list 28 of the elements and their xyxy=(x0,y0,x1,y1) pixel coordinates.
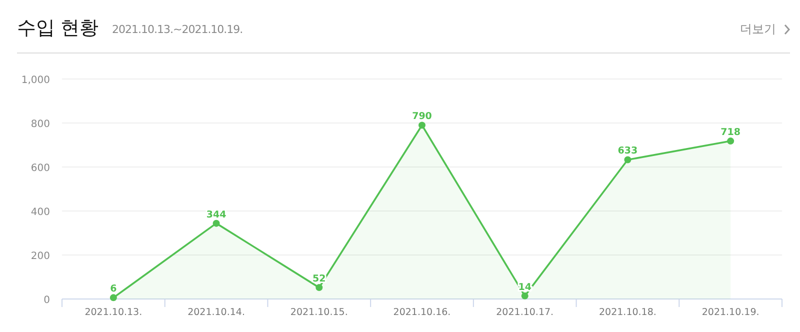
chart-title: 수입 현황 xyxy=(17,18,98,39)
y-tick-label: 400 xyxy=(30,207,50,218)
point xyxy=(521,292,528,300)
point xyxy=(212,220,220,227)
point xyxy=(316,284,323,292)
x-tick-label: 2021.10.15. xyxy=(290,307,348,318)
point xyxy=(624,156,632,164)
point xyxy=(110,294,117,302)
x-tick-label: 2021.10.19. xyxy=(702,307,760,318)
chart-subtitle: 2021.10.13.~2021.10.19. xyxy=(112,23,243,36)
y-tick-label: 0 xyxy=(44,295,50,306)
data-label: 790 xyxy=(412,111,432,122)
point xyxy=(727,138,734,145)
x-tick-label: 2021.10.16. xyxy=(393,307,451,318)
data-label: 6 xyxy=(110,284,118,295)
y-tick-label: 600 xyxy=(30,163,50,174)
x-tick-label: 2021.10.17. xyxy=(496,307,554,318)
text: 더보기 xyxy=(740,22,776,36)
y-tick-label: 800 xyxy=(30,119,50,130)
y-tick-label: 200 xyxy=(30,251,50,262)
data-label: 344 xyxy=(206,209,227,220)
point xyxy=(418,122,426,129)
x-tick-label: 2021.10.14. xyxy=(188,307,245,318)
data-label: 633 xyxy=(618,146,638,157)
y-tick-label: 1,000 xyxy=(21,75,50,86)
data-label: 718 xyxy=(720,127,741,138)
x-tick-label: 2021.10.13. xyxy=(84,307,142,318)
x-tick-label: 2021.10.18. xyxy=(599,307,656,318)
